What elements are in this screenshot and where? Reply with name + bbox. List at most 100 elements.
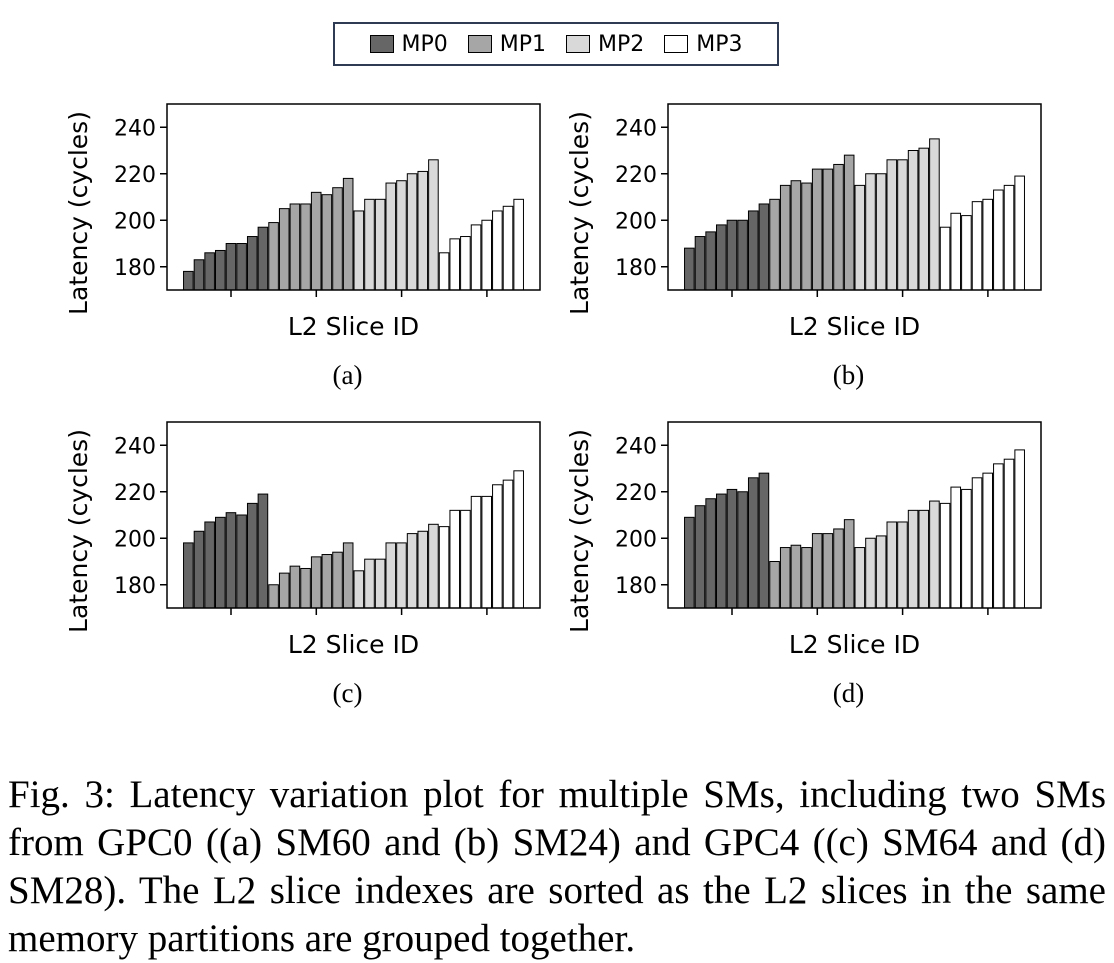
bar-mp2 bbox=[428, 159, 439, 291]
bar-mp0 bbox=[215, 249, 226, 291]
bar-mp0 bbox=[257, 493, 269, 609]
y-tick-label: 180 bbox=[615, 256, 657, 281]
bar-mp3 bbox=[1003, 184, 1015, 291]
bar-mp3 bbox=[502, 479, 514, 609]
bar-mp3 bbox=[1014, 175, 1025, 291]
bar-mp1 bbox=[833, 528, 844, 609]
y-tick-label: 240 bbox=[114, 116, 156, 141]
legend-item-mp3: MP3 bbox=[664, 31, 743, 57]
bar-mp0 bbox=[193, 259, 205, 291]
bar-mp3 bbox=[1003, 458, 1015, 609]
bar-mp1 bbox=[300, 203, 311, 291]
plot-frame bbox=[166, 103, 541, 291]
bar-mp2 bbox=[897, 521, 908, 609]
bar-mp0 bbox=[225, 512, 237, 609]
bar-mp1 bbox=[278, 208, 290, 291]
bar-mp3 bbox=[971, 477, 983, 609]
chart-panel-d: 180 200 220 240 L2 Slice ID Latency (cycles) (… bbox=[565, 421, 1042, 708]
bar-mp1 bbox=[289, 565, 301, 609]
bar-mp3 bbox=[971, 201, 983, 291]
y-tick-label: 220 bbox=[114, 163, 156, 188]
y-tick-label: 200 bbox=[615, 209, 657, 234]
bar-mp3 bbox=[513, 470, 524, 609]
bar-mp3 bbox=[460, 509, 471, 609]
bar-mp1 bbox=[811, 168, 823, 291]
bar-mp0 bbox=[215, 516, 226, 609]
legend-swatch bbox=[566, 35, 590, 53]
bar-mp0 bbox=[204, 252, 215, 291]
bar-mp3 bbox=[950, 486, 962, 609]
legend-swatch bbox=[369, 35, 394, 53]
bar-mp2 bbox=[907, 150, 919, 291]
bar-mp2 bbox=[364, 198, 375, 291]
bar-mp0 bbox=[726, 219, 738, 291]
bar-mp3 bbox=[492, 484, 503, 609]
bar-mp1 bbox=[268, 584, 279, 609]
bar-mp3 bbox=[993, 189, 1004, 291]
y-tick-label: 240 bbox=[114, 434, 156, 459]
bar-mp1 bbox=[321, 194, 333, 291]
bar-mp1 bbox=[310, 556, 322, 609]
bar-mp2 bbox=[886, 159, 898, 291]
bar-mp2 bbox=[886, 521, 898, 609]
bar-mp2 bbox=[918, 147, 930, 291]
y-tick-label: 220 bbox=[615, 163, 657, 188]
bar-mp2 bbox=[353, 210, 365, 291]
legend-label: MP1 bbox=[499, 31, 546, 57]
bar-mp0 bbox=[705, 498, 716, 609]
bar-mp0 bbox=[758, 203, 770, 291]
bar-mp1 bbox=[769, 561, 780, 609]
x-axis-label: L2 Slice ID bbox=[789, 630, 920, 659]
subfigure-label: (c) bbox=[333, 678, 363, 708]
bar-mp2 bbox=[865, 173, 876, 291]
y-tick-label: 200 bbox=[114, 527, 156, 552]
bar-mp2 bbox=[907, 509, 919, 609]
chart-panel-b: 180 200 220 240 L2 Slice ID Latency (cycles) (… bbox=[565, 103, 1042, 390]
legend-label: MP2 bbox=[598, 31, 645, 57]
bar-mp0 bbox=[747, 210, 759, 291]
bar-mp1 bbox=[779, 184, 791, 291]
bar-mp1 bbox=[843, 154, 855, 291]
bar-mp2 bbox=[353, 570, 365, 609]
y-tick-label: 200 bbox=[615, 527, 657, 552]
bar-mp0 bbox=[716, 224, 727, 291]
legend-swatch bbox=[467, 35, 492, 53]
bar-mp3 bbox=[449, 509, 461, 609]
bar-mp0 bbox=[716, 493, 727, 609]
legend-label: MP0 bbox=[401, 31, 448, 57]
y-axis-label: Latency (cycles) bbox=[64, 111, 93, 315]
bar-mp0 bbox=[705, 231, 716, 291]
x-axis-label: L2 Slice ID bbox=[288, 312, 419, 341]
bar-mp0 bbox=[193, 530, 205, 609]
y-tick-label: 240 bbox=[615, 116, 657, 141]
bar-mp2 bbox=[854, 547, 866, 609]
bar-mp1 bbox=[278, 572, 290, 609]
bar-mp2 bbox=[918, 509, 930, 609]
bar-mp3 bbox=[513, 198, 524, 291]
bar-mp0 bbox=[225, 243, 237, 291]
legend: MP0 MP1 MP2 MP3 bbox=[333, 22, 779, 66]
bar-mp2 bbox=[396, 542, 407, 609]
bar-mp2 bbox=[875, 535, 887, 609]
bar-mp0 bbox=[257, 226, 269, 291]
bar-mp1 bbox=[790, 180, 802, 291]
bar-mp1 bbox=[822, 533, 834, 609]
bar-mp1 bbox=[801, 182, 812, 291]
plot-frame bbox=[166, 421, 541, 609]
bar-mp2 bbox=[875, 173, 887, 291]
y-tick-label: 240 bbox=[615, 434, 657, 459]
plot-frame bbox=[667, 103, 1042, 291]
legend-label: MP3 bbox=[696, 31, 743, 57]
bar-mp1 bbox=[310, 191, 322, 291]
bar-mp2 bbox=[865, 537, 876, 609]
bar-mp0 bbox=[684, 247, 695, 291]
plot-frame bbox=[667, 421, 1042, 609]
bar-mp0 bbox=[726, 488, 738, 609]
bar-mp2 bbox=[385, 182, 397, 291]
bar-mp3 bbox=[961, 488, 972, 609]
bar-mp0 bbox=[747, 477, 759, 609]
y-tick-label: 220 bbox=[114, 481, 156, 506]
bar-mp3 bbox=[982, 198, 993, 291]
bar-mp3 bbox=[438, 526, 450, 609]
bar-mp3 bbox=[449, 238, 461, 291]
